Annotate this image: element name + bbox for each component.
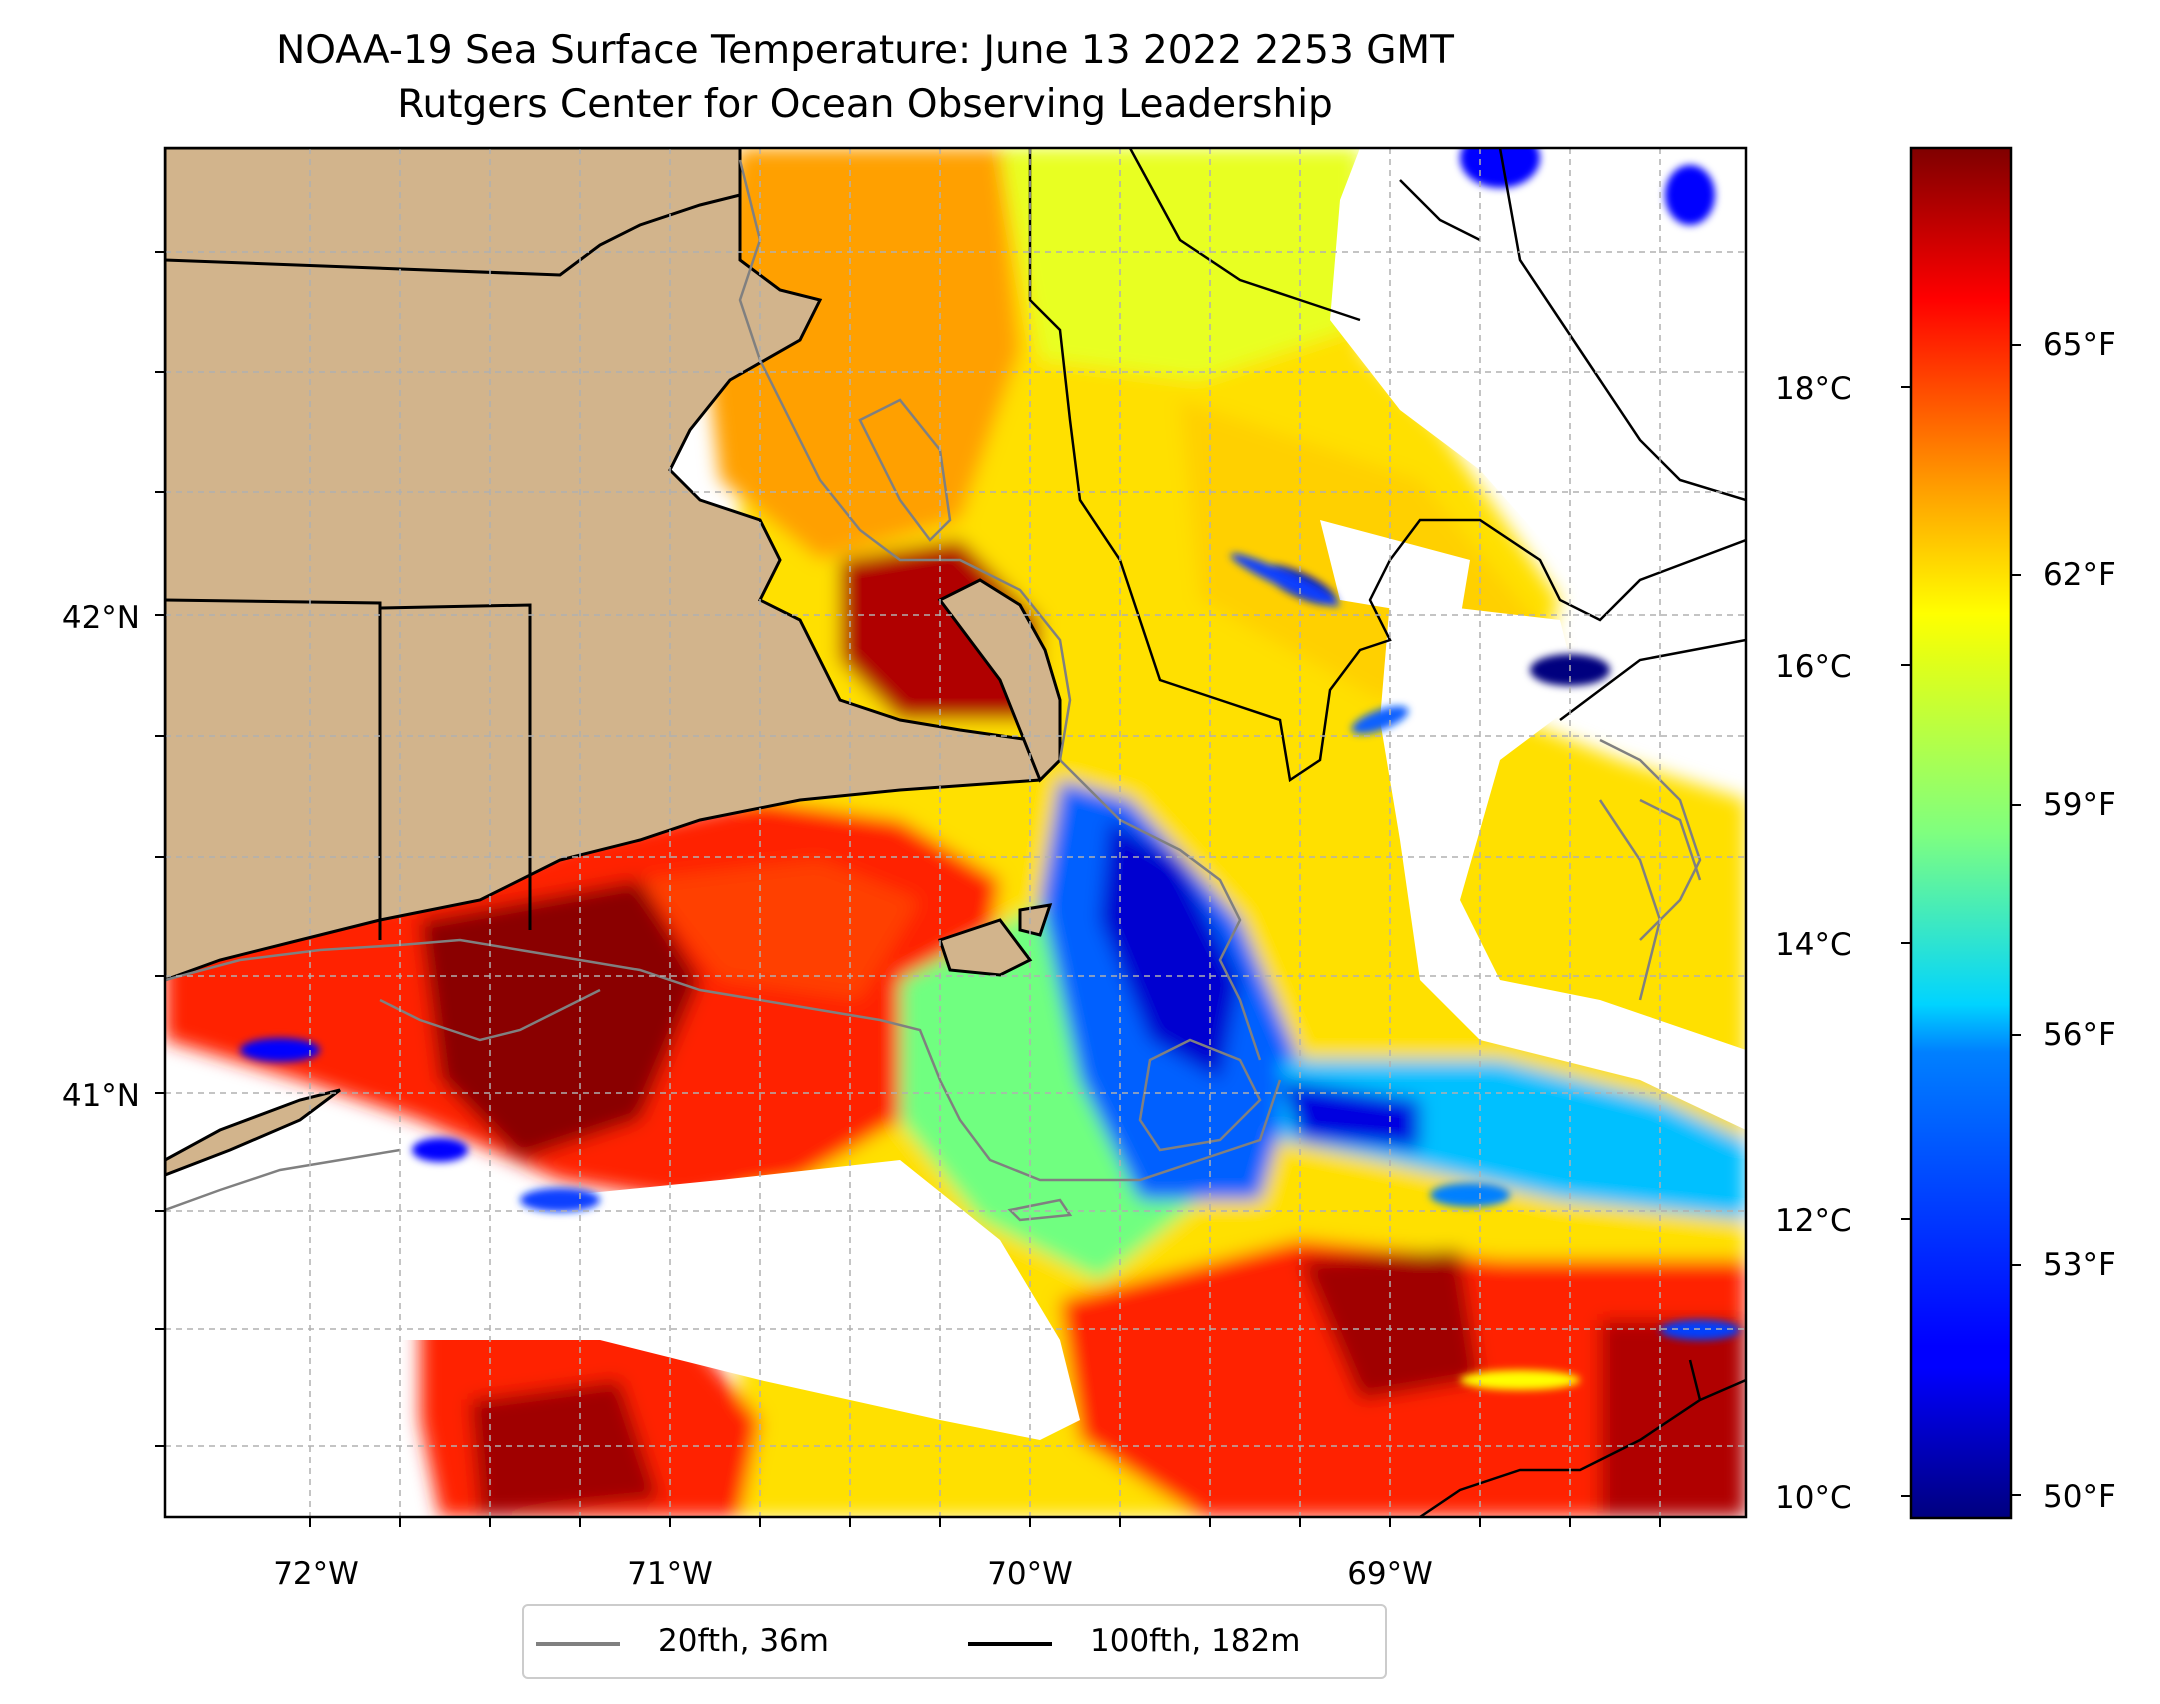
colorbar-f-label: 65°F	[2043, 327, 2116, 363]
legend: 20fth, 36m 100fth, 182m	[522, 1604, 1387, 1679]
y-ticks	[155, 251, 165, 1447]
colorbar-c-label: 14°C	[1775, 927, 1852, 963]
x-tick-label: 71°W	[627, 1556, 713, 1592]
colorbar-f-label: 56°F	[2043, 1017, 2116, 1053]
colorbar-ticks-right	[2011, 344, 2021, 1496]
new-england-land	[165, 148, 1062, 982]
marthas-vineyard	[938, 918, 1033, 977]
y-tick-label: 41°N	[61, 1078, 140, 1114]
legend-label-100fth: 100fth, 182m	[1090, 1623, 1301, 1659]
colorbar-f-label: 53°F	[2043, 1247, 2116, 1283]
x-tick-label: 69°W	[1347, 1556, 1433, 1592]
map-frame	[163, 146, 1748, 1519]
legend-label-20fth: 20fth, 36m	[658, 1623, 829, 1659]
x-tick-label: 72°W	[273, 1556, 359, 1592]
colorbar	[1909, 146, 2013, 1520]
y-tick-label: 42°N	[61, 600, 140, 636]
eddy-features	[240, 148, 1740, 1390]
colorbar-f-label: 59°F	[2043, 787, 2116, 823]
gridlines	[165, 148, 1746, 1517]
x-tick-label: 70°W	[987, 1556, 1073, 1592]
no-data-patches	[165, 148, 1746, 1517]
colorbar-c-label: 12°C	[1775, 1203, 1852, 1239]
legend-line-20fth	[536, 1642, 620, 1646]
x-ticks	[309, 1517, 1661, 1527]
state-borders	[165, 193, 741, 940]
colorbar-c-label: 16°C	[1775, 649, 1852, 685]
map-title: NOAA-19 Sea Surface Temperature: June 13…	[276, 28, 1454, 73]
isobath-20fth	[165, 159, 1702, 1222]
map-area	[165, 148, 1746, 1517]
colorbar-f-label: 62°F	[2043, 557, 2116, 593]
map-subtitle: Rutgers Center for Ocean Observing Leade…	[397, 82, 1333, 127]
land	[165, 148, 1062, 1177]
nantucket	[1018, 903, 1053, 937]
legend-line-100fth	[968, 1642, 1052, 1646]
long-island	[165, 1088, 341, 1177]
isobath-100fth	[1028, 148, 1746, 1517]
colorbar-f-label: 50°F	[2043, 1479, 2116, 1515]
colorbar-c-label: 18°C	[1775, 371, 1852, 407]
colorbar-c-label: 10°C	[1775, 1480, 1852, 1516]
colorbar-ticks-left	[1901, 386, 1911, 1497]
